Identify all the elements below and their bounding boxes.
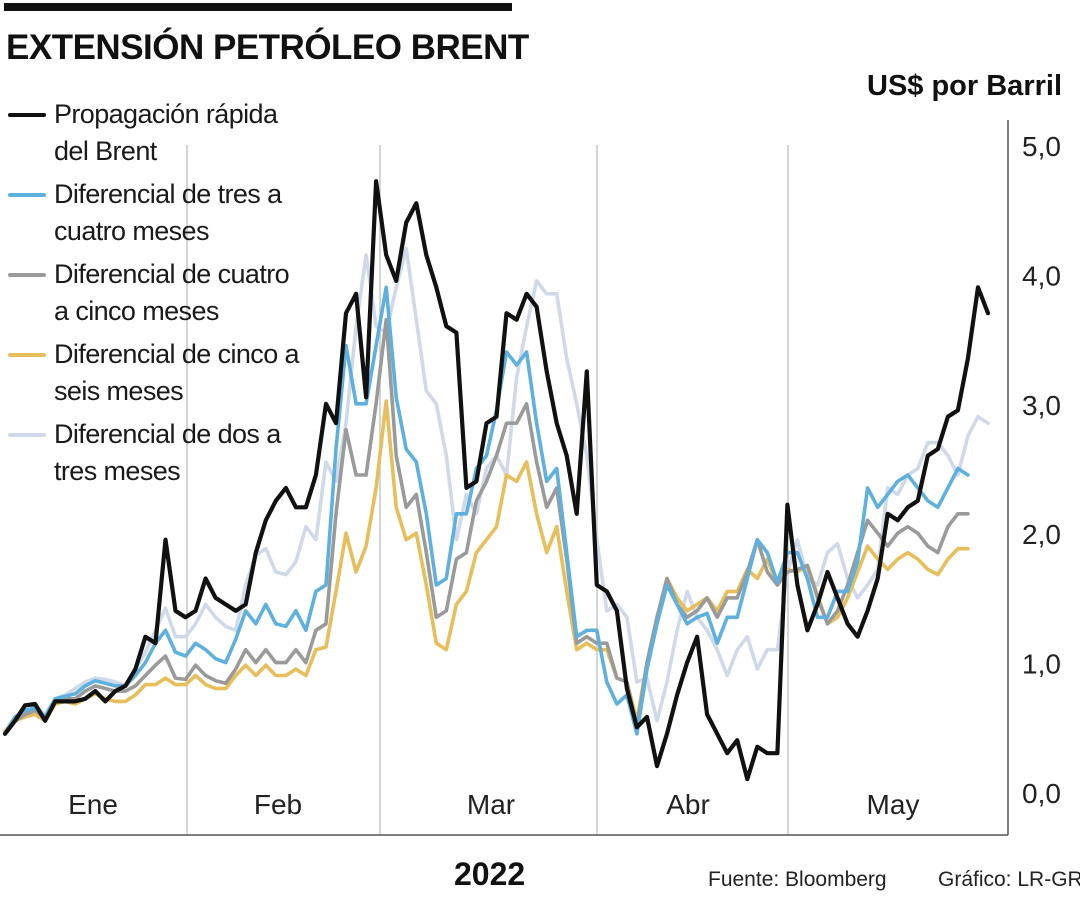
source-note: Fuente: Bloomberg xyxy=(708,868,887,891)
legend-swatch-five-six xyxy=(8,353,46,357)
month-label-feb: Feb xyxy=(254,789,302,820)
legend-item-five-six: Diferencial de cinco a seis meses xyxy=(8,336,308,416)
legend: Propagación rápida del Brent Diferencial… xyxy=(8,96,308,496)
legend-item-two-three: Diferencial de dos a tres meses xyxy=(8,416,308,496)
chart-title: EXTENSIÓN PETRÓLEO BRENT xyxy=(6,28,529,67)
y-tick-label: 0,0 xyxy=(1022,778,1061,809)
y-tick-label: 5,0 xyxy=(1022,131,1061,162)
legend-label-two-three: Diferencial de dos a tres meses xyxy=(54,419,281,486)
title-rule xyxy=(4,3,512,11)
legend-swatch-brent xyxy=(8,113,46,117)
legend-item-four-five: Diferencial de cuatro a cinco meses xyxy=(8,256,308,336)
unit-label: US$ por Barril xyxy=(867,70,1062,102)
month-label-may: May xyxy=(867,789,920,820)
year-label: 2022 xyxy=(454,856,526,892)
series-line-2 xyxy=(3,317,970,736)
y-tick-label: 1,0 xyxy=(1022,649,1061,680)
legend-item-three-four: Diferencial de tres a cuatro meses xyxy=(8,176,308,256)
series-line-4 xyxy=(2,179,991,782)
legend-label-four-five: Diferencial de cuatro a cinco meses xyxy=(54,259,290,326)
month-label-abr: Abr xyxy=(666,789,710,820)
legend-item-brent-prompt-spread: Propagación rápida del Brent xyxy=(8,96,308,176)
legend-swatch-four-five xyxy=(8,273,46,277)
legend-swatch-three-four xyxy=(8,193,46,197)
month-label-mar: Mar xyxy=(467,789,515,820)
legend-label-brent: Propagación rápida del Brent xyxy=(54,99,278,166)
legend-label-five-six: Diferencial de cinco a seis meses xyxy=(54,339,300,406)
series-line-3 xyxy=(3,285,970,736)
y-tick-label: 2,0 xyxy=(1022,519,1061,550)
credit-note: Gráfico: LR-GR xyxy=(938,868,1080,891)
y-tick-label: 3,0 xyxy=(1022,390,1061,421)
month-label-ene: Ene xyxy=(68,789,118,820)
legend-label-three-four: Diferencial de tres a cuatro meses xyxy=(54,179,282,246)
y-tick-label: 4,0 xyxy=(1022,260,1061,291)
legend-swatch-two-three xyxy=(8,433,46,437)
